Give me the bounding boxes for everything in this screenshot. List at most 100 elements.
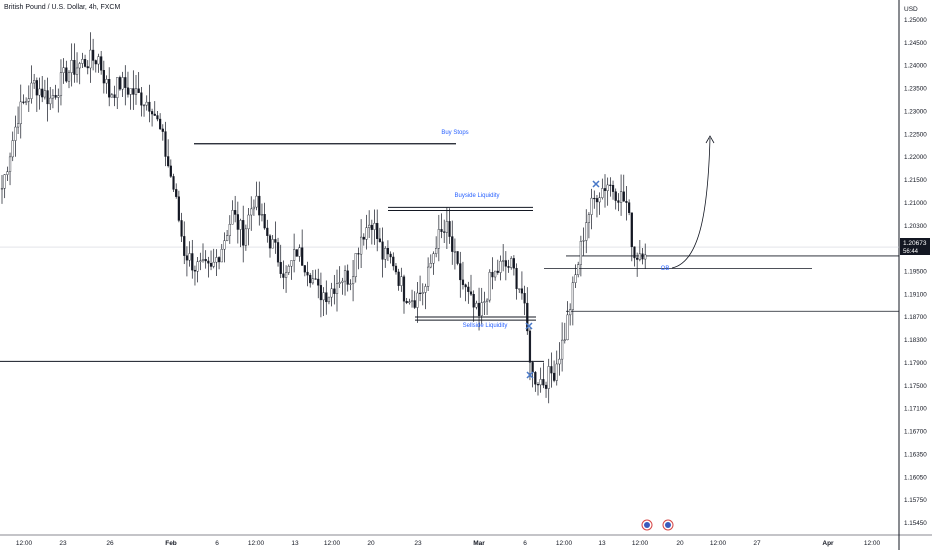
candle-body: [78, 63, 81, 69]
candle-body: [89, 49, 92, 69]
candle-body: [234, 210, 237, 215]
time-tick-label: 6: [215, 540, 219, 547]
candle-body: [207, 260, 210, 264]
candle-body: [368, 224, 371, 228]
time-tick-label: Apr: [822, 540, 834, 547]
candle-body: [325, 292, 328, 303]
time-tick-label: 12:00: [864, 540, 881, 547]
candle-body: [6, 171, 9, 175]
candle-body: [169, 165, 172, 177]
candle-body: [199, 260, 202, 262]
candle-body: [494, 270, 497, 278]
candle-body: [11, 140, 14, 158]
candle-body: [266, 227, 269, 236]
candle-body: [528, 330, 532, 363]
sweep-marker-icon: ✕: [525, 370, 534, 382]
time-axis-ticks: 12:00 23 26 Feb 6 12:00 13 12:00 20 23 Mar 6 12:00 13…: [16, 540, 881, 547]
candle-body: [636, 257, 639, 260]
candle-body: [81, 59, 84, 64]
candle-body: [0, 188, 4, 190]
candle-body: [333, 288, 336, 294]
candle-body: [183, 236, 186, 256]
candle-body: [341, 280, 344, 283]
time-tick-label: 6: [523, 540, 527, 547]
time-tick-label: Mar: [473, 540, 485, 547]
candle-body: [424, 286, 427, 293]
candle-body: [394, 265, 398, 273]
candle-body: [633, 246, 636, 259]
buyside-liquidity-label: Buyside Liquidity: [454, 193, 499, 199]
time-tick-label: Feb: [165, 540, 177, 547]
price-tick-label: 1.21000: [904, 200, 927, 207]
candle-body: [373, 222, 376, 230]
candle-body: [110, 94, 113, 98]
candle-body: [303, 265, 306, 273]
time-tick-label: 12:00: [16, 540, 33, 547]
candle-body: [244, 228, 247, 246]
candle-body: [609, 184, 612, 186]
candle-body: [362, 236, 365, 240]
price-tick-label: 1.18300: [904, 337, 927, 344]
economic-event-flag-icon[interactable]: [662, 519, 674, 531]
candle-body: [177, 196, 180, 221]
projection-arrow-head-icon: [705, 135, 715, 144]
candle-body: [590, 197, 593, 215]
candle-body: [432, 253, 435, 264]
candle-body: [319, 285, 323, 301]
liquidity-levels: [0, 143, 899, 362]
candle-body: [43, 90, 46, 98]
candle-body: [322, 292, 325, 301]
candle-body: [534, 372, 537, 385]
price-tick-label: 1.21500: [904, 177, 927, 184]
time-tick-label: 12:00: [556, 540, 573, 547]
projection-arrow: [671, 137, 711, 269]
candle-body: [617, 200, 620, 203]
candle-body: [226, 235, 229, 241]
candle-body: [555, 363, 558, 381]
price-tick-label: 1.16350: [904, 451, 927, 458]
candle-body: [579, 241, 582, 265]
buy-stops-label: Buy Stops: [441, 130, 468, 136]
candle-body: [638, 253, 641, 260]
candle-body: [469, 291, 473, 295]
candle-body: [427, 266, 430, 287]
candle-body: [217, 257, 221, 263]
candle-body: [134, 88, 138, 95]
candle-body: [3, 174, 6, 189]
candle-body: [451, 236, 454, 252]
time-tick-label: 23: [59, 540, 67, 547]
candle-body: [561, 339, 564, 360]
candle-body: [603, 188, 607, 191]
candle-body: [92, 49, 95, 61]
candle-body: [271, 239, 274, 249]
candle-body: [153, 113, 156, 116]
candle-body: [145, 101, 148, 106]
candle-body: [113, 94, 116, 98]
candle-body: [512, 258, 515, 269]
candle-body: [410, 300, 414, 302]
candle-body: [585, 222, 588, 241]
candle-body: [542, 379, 545, 386]
candle-body: [215, 257, 218, 263]
candle-body: [250, 208, 253, 216]
candle-body: [330, 288, 333, 298]
candle-body: [448, 221, 451, 237]
candle-body: [19, 101, 22, 125]
candle-body: [263, 214, 266, 229]
candle-body: [94, 60, 97, 65]
candle-body: [54, 95, 57, 98]
candle-body: [118, 77, 122, 90]
ob-label: OB: [661, 266, 670, 272]
candle-body: [132, 88, 135, 95]
candle-body: [293, 249, 296, 261]
candle-body: [247, 214, 250, 230]
candle-body: [116, 77, 119, 98]
candle-body: [100, 56, 103, 71]
time-tick-label: 12:00: [710, 540, 727, 547]
candle-body: [38, 88, 41, 96]
candle-body: [523, 292, 526, 304]
svg-text:1.20673: 1.20673: [903, 240, 927, 247]
candle-body: [306, 271, 309, 276]
economic-event-flag-icon[interactable]: [641, 519, 653, 531]
